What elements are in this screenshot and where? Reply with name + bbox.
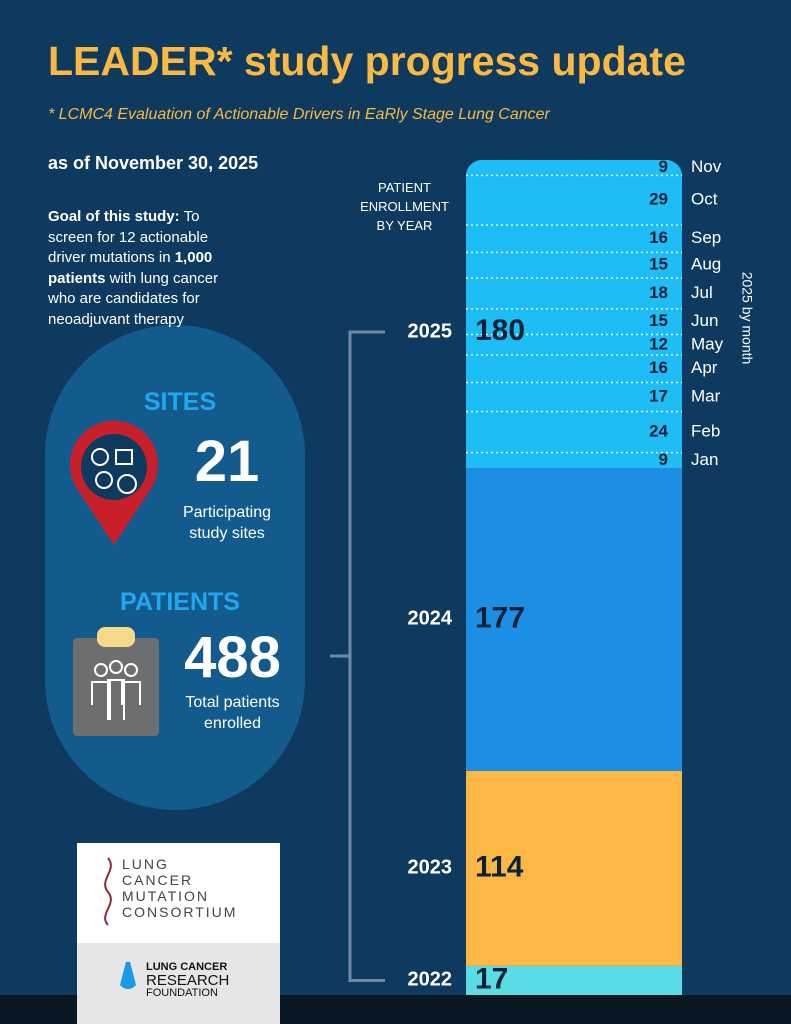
goal-text-2: with lung cancer who are candidates for … [48,269,219,328]
month-segment [466,355,682,383]
logo-line: RESEARCH [146,972,230,989]
logo-line: LUNG [122,856,169,872]
month-segment [466,308,682,335]
patients-caption: Total patients enrolled [185,694,280,732]
month-label: Jan [691,450,718,469]
sites-value: 21 [194,429,260,494]
year-segment [466,467,682,771]
month-label: Mar [691,386,721,405]
month-value: 18 [649,283,668,302]
month-segment [466,382,682,412]
patients-value: 488 [184,625,281,690]
month-value: 17 [649,386,668,405]
goal-text-1: To screen for 12 actionable driver mutat… [48,208,209,266]
month-value: 15 [649,311,668,330]
month-value: 24 [649,422,668,441]
month-segment [466,225,682,253]
logo-line: CANCER [122,872,194,888]
bar-group [466,160,682,995]
year-value: 114 [475,850,524,883]
sites-heading: SITES [143,388,217,416]
title: LEADER* study progress update [48,38,686,84]
bracket [348,330,385,982]
year-label: 2022 [408,969,453,991]
lcmc-logo-text: LUNG CANCER MUTATION CONSORTIUM [122,856,237,920]
flask-icon [120,962,136,989]
month-label: Jun [691,311,718,330]
month-value: 15 [649,255,668,274]
month-label: Aug [691,255,721,274]
year-value: 177 [475,601,525,634]
logo-line: LUNG CANCER [146,961,228,973]
month-segment [466,278,682,309]
month-value: 9 [659,157,668,176]
month-label: Oct [691,190,718,209]
month-label: Nov [691,157,722,176]
sites-caption: Participating study sites [182,504,272,542]
lcrf-logo-box [77,943,280,1024]
clipboard-icon [73,627,159,736]
chart-title: PATIENT ENROLLMENT BY YEAR [360,180,449,233]
year-label: 2025 [408,320,453,342]
lcmc-logo-box [77,843,280,943]
month-segment [466,452,682,468]
logo-line: MUTATION [122,888,210,904]
logo-line: FOUNDATION [146,987,218,999]
month-label: May [691,334,724,353]
month-label: Feb [691,422,720,441]
month-value: 16 [649,228,668,247]
patients-heading: PATIENTS [120,588,240,616]
logo-line: CONSORTIUM [122,904,238,920]
year-value: 17 [475,962,508,995]
month-value: 12 [649,334,668,353]
goal-bold: 1,000 patients [48,249,213,287]
month-segment [466,175,682,226]
year-segment [466,770,682,966]
goal-text: Goal of this study: To screen for 12 act… [48,207,248,330]
as-of-date: as of November 30, 2025 [48,153,259,173]
month-segment [466,334,682,356]
breakdown-title: 2025 by month [739,272,755,365]
month-value: 16 [649,358,668,377]
year-value: 180 [475,314,525,347]
month-segment [466,160,682,176]
month-segment [466,411,682,453]
year-label: 2023 [408,857,453,879]
year-label: 2024 [408,608,453,630]
month-segment [466,252,682,279]
goal-label: Goal of this study: [48,208,180,225]
pin-icon [70,420,159,545]
month-label: Jul [691,283,713,302]
month-value: 9 [659,450,668,469]
lcrf-logo-text: LUNG CANCER RESEARCH FOUNDATION [146,962,229,999]
year-segment [466,965,682,995]
month-label: Apr [691,358,718,377]
month-value: 29 [649,190,668,209]
subtitle: * LCMC4 Evaluation of Actionable Drivers… [48,106,550,123]
month-label: Sep [691,228,721,247]
dna-icon [104,857,112,926]
